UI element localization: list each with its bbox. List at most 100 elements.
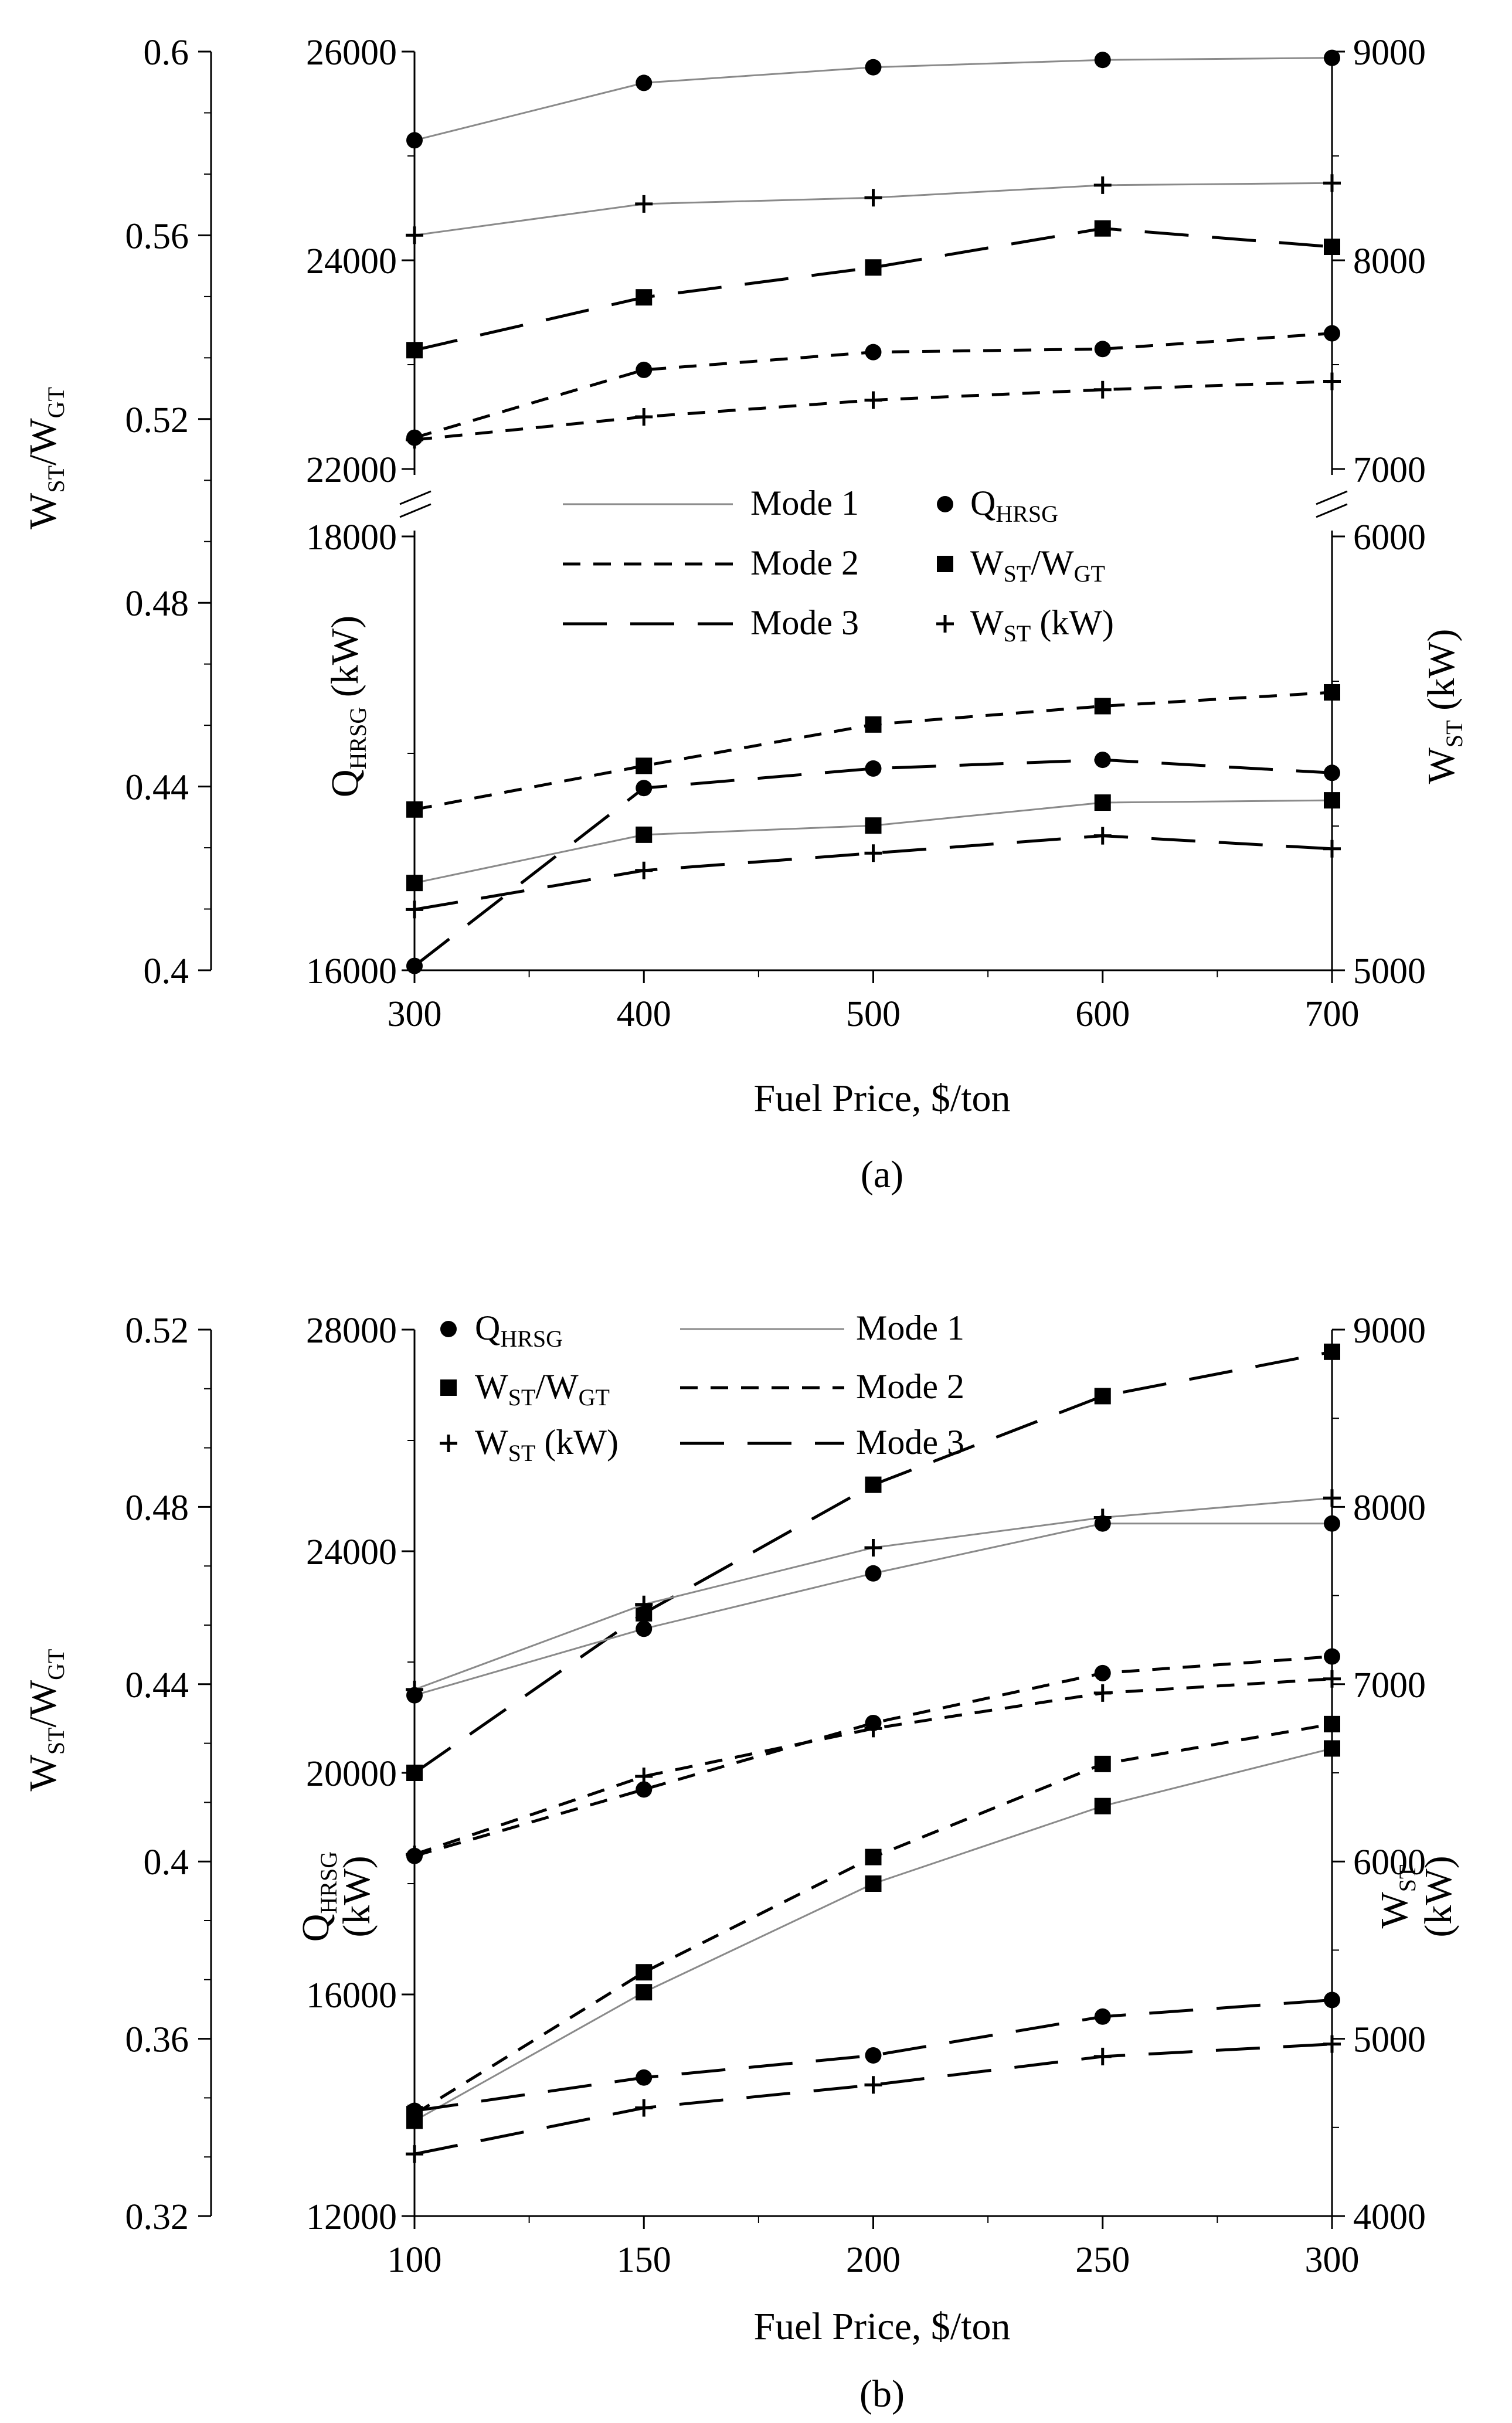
legend-rest: (kW) [535, 1423, 619, 1462]
legend-mode-label: Mode 2 [856, 1367, 964, 1406]
legend-main: Q [970, 484, 995, 522]
ratio-title-sub2: GT [43, 1649, 69, 1680]
data-point [1324, 1740, 1340, 1757]
qhrsg-title-rest: (kW) [324, 616, 366, 707]
qhrsg-tick-label: 24000 [306, 242, 397, 281]
wst-title-rest: (kW) [1420, 629, 1463, 721]
data-point [406, 2102, 423, 2119]
panel-b-chart: 0.320.360.40.440.480.52WST/WGT1200016000… [22, 1309, 1460, 2415]
data-point [635, 2099, 653, 2117]
legend-main: W [475, 1367, 508, 1406]
legend-sub: ST [508, 1440, 536, 1466]
data-point [1323, 1670, 1341, 1688]
data-point [865, 760, 882, 777]
data-point [1324, 684, 1340, 701]
data-point [865, 716, 882, 733]
legend-marker [937, 496, 953, 512]
ratio-title-sep: /W [22, 418, 64, 465]
qhrsg-tick-label: 22000 [306, 450, 397, 490]
wst-tick-label: 5000 [1353, 951, 1426, 991]
data-point [1093, 2047, 1112, 2065]
ratio-tick-label: 0.48 [125, 1488, 189, 1528]
data-point [636, 2069, 653, 2086]
legend-marker-label: WST/WGT [475, 1367, 610, 1411]
x-tick-label: 400 [617, 994, 671, 1034]
legend-main: Q [475, 1309, 500, 1347]
data-point [636, 361, 653, 378]
data-point [864, 1538, 882, 1557]
legend-sub: ST [1004, 560, 1031, 587]
wst-title-main: W [1420, 747, 1463, 784]
legend-sep: /W [1031, 543, 1074, 582]
data-point [406, 1846, 423, 1864]
data-point [636, 780, 653, 797]
data-point [635, 1595, 653, 1613]
data-point [1323, 840, 1341, 858]
legend-main: W [475, 1423, 508, 1462]
ratio-title-sub2: GT [43, 387, 69, 418]
ratio-title-sub1: ST [43, 465, 69, 493]
legend-sub2: GT [1074, 560, 1105, 587]
series-line [414, 2043, 1333, 2156]
data-point [865, 1848, 882, 1865]
qhrsg-tick-label: 16000 [306, 951, 397, 991]
qhrsg-title-main: Q [294, 1914, 337, 1942]
data-point [635, 861, 653, 879]
legend-main: W [970, 543, 1004, 582]
series-line [414, 1747, 1333, 2122]
qhrsg-axis-unit: (kW) [335, 1856, 378, 1937]
legend-mode-label: Mode 2 [750, 543, 859, 582]
legend-sub: ST [508, 1384, 536, 1411]
qhrsg-tick-label: 20000 [306, 1754, 397, 1794]
series-line [413, 758, 1333, 967]
data-point [1324, 238, 1340, 255]
data-point [1094, 752, 1111, 769]
wst-title-sub: ST [1394, 1865, 1421, 1892]
wst-axis-title: WST (kW) [1420, 629, 1467, 784]
legend-marker [440, 1435, 457, 1452]
data-point [636, 1781, 653, 1798]
series-line [414, 1677, 1333, 1856]
data-point [865, 1875, 882, 1892]
legend-main: W [970, 603, 1004, 642]
legend-marker-label: WST (kW) [475, 1423, 619, 1466]
data-point [1094, 220, 1111, 237]
legend-sub2: GT [579, 1384, 610, 1411]
ratio-tick-label: 0.52 [125, 400, 189, 440]
data-point [864, 844, 882, 862]
x-tick-label: 250 [1075, 2240, 1130, 2280]
series-line [413, 1350, 1333, 1775]
data-point [406, 2145, 423, 2163]
data-point [864, 1719, 882, 1738]
legend-sep: /W [535, 1367, 579, 1406]
panel-label-a: (a) [861, 1153, 903, 1196]
data-point [865, 817, 882, 834]
legend-marker [936, 615, 954, 633]
data-point [406, 875, 423, 892]
data-point [1324, 1715, 1340, 1732]
data-point [406, 801, 423, 818]
data-point [1093, 1684, 1112, 1702]
ratio-tick-label: 0.56 [125, 216, 189, 256]
x-tick-label: 600 [1075, 994, 1130, 1034]
data-point [1094, 1515, 1111, 1532]
data-point [865, 259, 882, 276]
legend-mode-label: Mode 1 [750, 484, 859, 522]
data-point [1093, 176, 1112, 194]
data-point [635, 195, 653, 213]
legend-marker-label: QHRSG [475, 1309, 563, 1352]
legend-rest: (kW) [1031, 603, 1114, 642]
series-line [414, 1497, 1333, 1691]
legend-marker-label: WST/WGT [970, 543, 1105, 587]
ratio-title-sub1: ST [43, 1727, 69, 1755]
data-point [864, 2076, 882, 2094]
qhrsg-tick-label: 16000 [306, 1976, 397, 2016]
x-axis-title: Fuel Price, $/ton [753, 2305, 1010, 2348]
data-point [1323, 2035, 1341, 2053]
ratio-tick-label: 0.36 [125, 2020, 189, 2060]
data-point [865, 2047, 882, 2064]
x-tick-label: 100 [388, 2240, 442, 2280]
data-point [1324, 764, 1340, 781]
series-line [414, 834, 1333, 911]
